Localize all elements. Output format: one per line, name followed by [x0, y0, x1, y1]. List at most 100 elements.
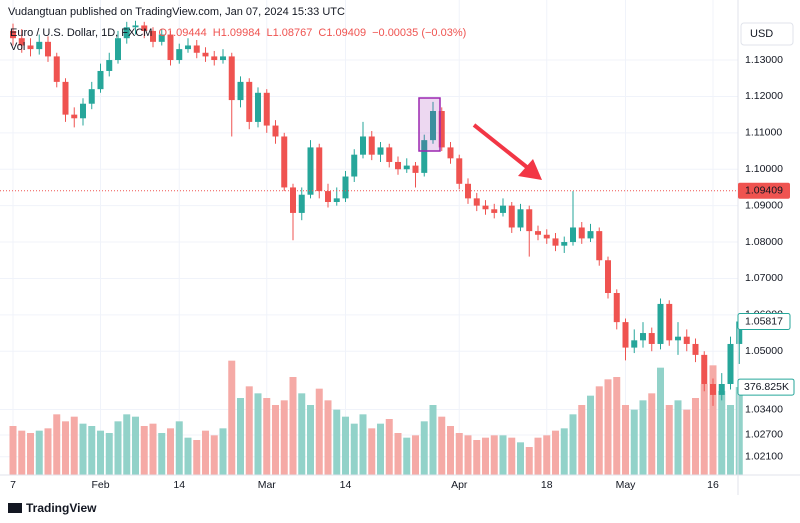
- candle-body: [596, 231, 603, 261]
- candle-body: [202, 52, 209, 57]
- y-tick-label: 1.09000: [745, 199, 783, 211]
- x-tick-label: May: [616, 479, 637, 491]
- volume-bar: [578, 405, 586, 475]
- volume-bar: [604, 379, 612, 475]
- volume-bar: [709, 365, 717, 475]
- candle-body: [675, 336, 681, 341]
- volume-bar: [657, 367, 664, 475]
- candle-body: [368, 136, 375, 155]
- volume-bar: [149, 423, 157, 475]
- candle-body: [88, 89, 95, 104]
- candle-body: [395, 161, 401, 170]
- x-tick-label: Mar: [258, 479, 277, 491]
- volume-bar: [105, 433, 113, 475]
- y-tick-label: 1.10000: [745, 163, 783, 175]
- candle-body: [150, 30, 156, 42]
- arrow-shaft: [472, 123, 530, 170]
- candle-body: [491, 209, 498, 213]
- volume-bar: [447, 426, 454, 475]
- candle-body: [316, 147, 323, 192]
- candle-body: [106, 60, 113, 71]
- candle-body: [45, 41, 51, 57]
- candle-body: [53, 56, 60, 82]
- candle-body: [211, 56, 218, 61]
- volume-bar: [132, 416, 139, 475]
- candle-body: [272, 125, 279, 137]
- volume-bar: [228, 360, 236, 475]
- candle-body: [587, 231, 594, 239]
- x-tick-label: Apr: [451, 479, 468, 491]
- candle-body: [692, 343, 699, 355]
- candle-body: [246, 81, 253, 122]
- candle-body: [631, 340, 638, 348]
- currency-button[interactable]: [740, 22, 794, 46]
- legend-value: −0.00035 (−0.03%): [372, 27, 466, 39]
- candle-body: [132, 25, 139, 28]
- legend-value: C1.09409: [318, 27, 366, 39]
- volume-bar: [140, 426, 148, 475]
- candle-body: [298, 194, 305, 213]
- volume-bar: [735, 387, 743, 475]
- volume-bar: [718, 391, 726, 475]
- candle-body: [552, 238, 559, 246]
- volume-bar: [123, 414, 131, 475]
- candle-body: [447, 147, 454, 159]
- volume-bar: [595, 386, 603, 475]
- candle-body: [657, 303, 664, 344]
- volume-bar: [692, 398, 699, 475]
- volume-bar: [412, 435, 419, 475]
- volume-bar: [193, 440, 201, 475]
- close-label-box: [737, 313, 791, 331]
- volume-bar: [298, 393, 306, 475]
- candle-body: [377, 147, 384, 155]
- logo: TradingView: [8, 501, 97, 515]
- candle-body: [561, 242, 568, 246]
- volume-bar: [420, 421, 428, 475]
- highlight-box: [418, 97, 441, 152]
- candle-body: [701, 354, 708, 384]
- volume-bar: [700, 384, 708, 475]
- candle-body: [430, 111, 436, 141]
- candle-body: [473, 198, 480, 206]
- candle-body: [18, 38, 25, 46]
- volume-bar: [35, 430, 43, 475]
- x-tick-label: 18: [541, 479, 553, 491]
- volume-bar: [289, 377, 297, 475]
- volume-bar: [114, 421, 122, 475]
- price-axis: 1.13000 1.12000 1.11000 1.10000 1.09000 1.080…: [10, 54, 783, 491]
- candle-body: [10, 30, 16, 39]
- candle-body: [666, 303, 673, 341]
- volume-bar: [429, 405, 437, 475]
- volume-bar: [88, 426, 96, 475]
- candle-body: [360, 136, 366, 155]
- candle-body: [456, 158, 463, 184]
- volume-bar: [569, 414, 577, 475]
- candle-body: [97, 70, 104, 90]
- candle-body: [80, 103, 86, 119]
- candle-body: [290, 187, 296, 213]
- candle-body: [613, 293, 620, 323]
- y-tick-label: 1.13000: [745, 54, 783, 66]
- volume-bar: [473, 440, 481, 475]
- candle-body: [622, 322, 629, 348]
- volume-bar: [552, 430, 559, 475]
- candle-body: [736, 321, 743, 344]
- volume-bar: [272, 405, 279, 475]
- candle-body: [123, 27, 130, 39]
- volume-bar: [587, 395, 594, 475]
- volume-bar: [324, 400, 332, 475]
- volume-bar: [254, 393, 262, 475]
- candle-body: [193, 45, 200, 53]
- candle-body: [526, 209, 533, 232]
- volume-bar: [245, 386, 253, 475]
- volume-bar: [9, 426, 17, 475]
- volume-legend: Vol: [10, 41, 25, 53]
- x-tick-label: 14: [340, 479, 352, 491]
- volume-label-box: [737, 378, 795, 396]
- legend: Euro / U.S. Dollar, 1D, FXCM O1.09444 H1.0…: [10, 27, 466, 39]
- currency[interactable]: USD: [750, 28, 773, 40]
- legend-values: O1.09444 H1.09984 L1.08767 C1.09409 −0.00035…: [158, 27, 466, 39]
- volume-bar: [622, 405, 629, 475]
- volume-bar: [464, 435, 472, 475]
- y-tick-label: 1.07000: [745, 272, 783, 284]
